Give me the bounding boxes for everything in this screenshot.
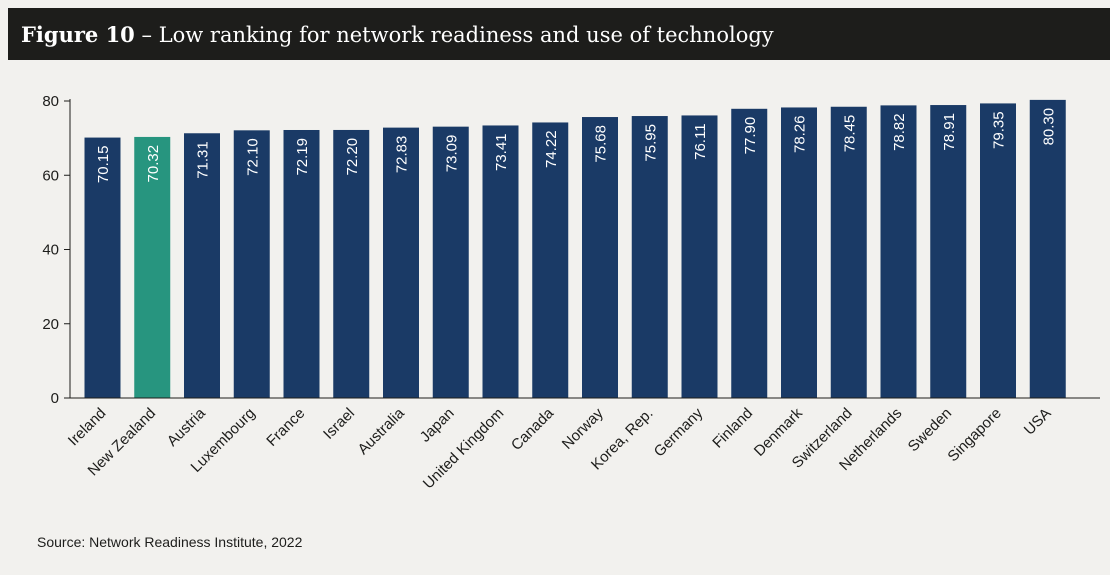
bar-value-label: 79.35 <box>991 111 1008 149</box>
x-tick-label: Ireland <box>65 405 109 449</box>
bar <box>333 129 370 398</box>
bar <box>781 107 817 398</box>
bar-value-label: 78.91 <box>941 113 958 151</box>
x-tick-label: Germany <box>651 404 707 460</box>
x-tick-label: Sweden <box>905 405 955 455</box>
bar <box>930 105 967 398</box>
bar <box>731 108 768 398</box>
source-note: Source: Network Readiness Institute, 202… <box>37 534 303 550</box>
figure-header: Figure 10 – Low ranking for network read… <box>8 8 1110 60</box>
bar-value-label: 71.31 <box>195 141 212 179</box>
y-tick-label: 0 <box>51 390 59 407</box>
bar <box>681 115 718 399</box>
x-tick-label: Norway <box>559 404 607 452</box>
bar <box>880 105 917 399</box>
bar-value-label: 72.83 <box>394 136 411 174</box>
bar-value-label: 72.20 <box>344 138 361 176</box>
bar-value-label: 73.09 <box>443 135 460 173</box>
bar <box>283 129 320 398</box>
bar-value-label: 72.10 <box>244 138 261 176</box>
bar-value-label: 76.11 <box>692 123 709 159</box>
bar-value-label: 75.68 <box>593 125 610 163</box>
x-tick-label: France <box>263 405 308 450</box>
bar-value-label: 75.95 <box>642 124 659 162</box>
x-tick-label: Singapore <box>944 405 1004 465</box>
y-tick-label: 20 <box>42 316 59 333</box>
bar <box>432 126 469 398</box>
figure-separator: – <box>141 22 153 47</box>
bar-value-label: 77.90 <box>742 117 759 155</box>
bar <box>532 122 569 398</box>
x-tick-label: Japan <box>417 405 458 446</box>
y-tick-label: 80 <box>42 93 59 110</box>
bar <box>1029 99 1066 398</box>
figure-number: Figure 10 <box>21 21 135 47</box>
x-tick-label: Austria <box>164 404 209 449</box>
bar-value-label: 78.82 <box>891 113 908 151</box>
y-tick-label: 60 <box>42 167 59 184</box>
x-tick-label: Canada <box>508 404 558 454</box>
y-tick-label: 40 <box>42 242 59 259</box>
bar-value-label: 73.41 <box>493 133 510 171</box>
bar <box>383 127 419 398</box>
bar <box>482 125 519 398</box>
figure-title: Figure 10 – Low ranking for network read… <box>21 22 774 47</box>
bar-value-label: 70.15 <box>95 146 112 184</box>
bar <box>830 106 867 399</box>
x-tick-label: Israel <box>320 405 358 443</box>
bar-value-label: 72.19 <box>294 138 311 176</box>
bar <box>84 137 121 399</box>
x-tick-label: Australia <box>355 404 409 458</box>
bar-value-label: 80.30 <box>1040 108 1057 146</box>
bar-value-label: 70.32 <box>145 145 162 183</box>
x-tick-label: Finland <box>709 405 756 452</box>
bar-value-label: 74.22 <box>543 130 560 168</box>
x-tick-label: USA <box>1021 405 1055 439</box>
bar <box>134 136 171 398</box>
bar <box>980 103 1016 399</box>
bar <box>582 117 618 399</box>
bar <box>631 116 668 399</box>
bar <box>184 133 220 398</box>
figure-title-text: Low ranking for network readiness and us… <box>158 22 774 47</box>
bar-value-label: 78.26 <box>792 115 809 153</box>
bar <box>233 130 270 399</box>
bar-value-label: 78.45 <box>841 115 858 153</box>
